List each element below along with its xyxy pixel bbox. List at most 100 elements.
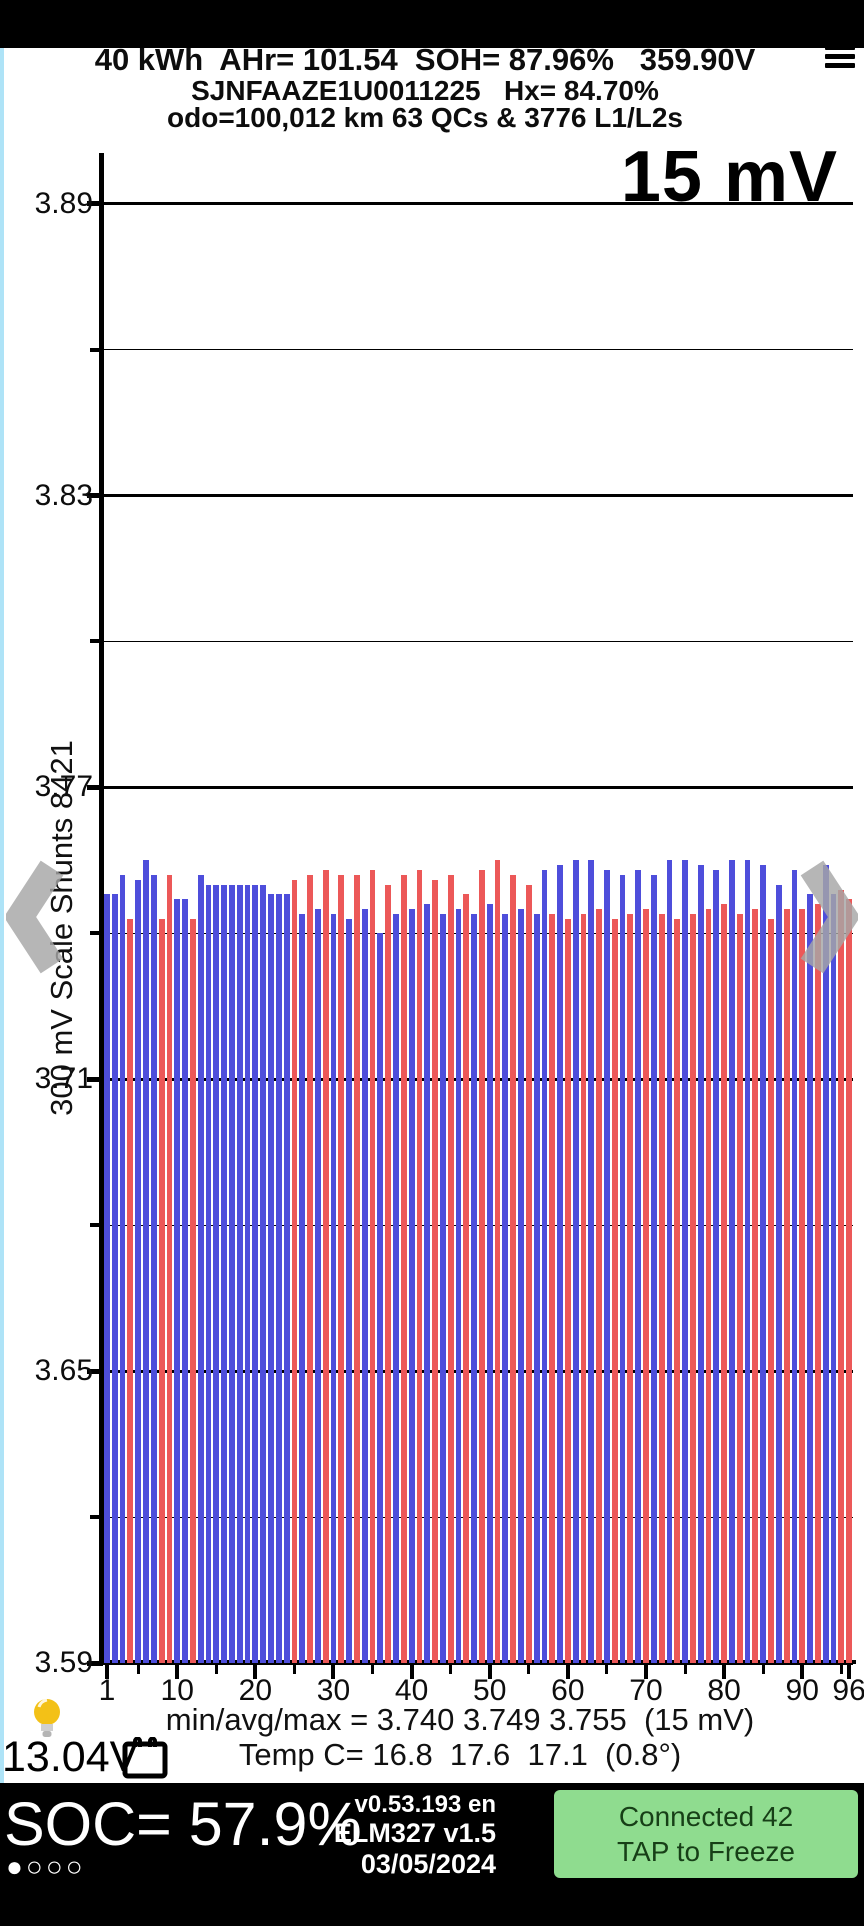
- x-tick-minor: [136, 1664, 140, 1674]
- connection-freeze-button[interactable]: Connected 42 TAP to Freeze: [554, 1790, 858, 1878]
- cell-bar-72: [658, 913, 665, 1663]
- cell-bar-95: [838, 889, 845, 1663]
- cell-bar-34: [361, 909, 368, 1663]
- cell-bar-69: [635, 870, 642, 1663]
- cell-bar-82: [736, 913, 743, 1663]
- cell-bar-48: [471, 913, 477, 1663]
- cell-bar-18: [236, 884, 243, 1663]
- adapter-version: ELM327 v1.5: [333, 1818, 496, 1849]
- cell-bar-4: [127, 918, 134, 1663]
- cell-bar-40: [408, 909, 415, 1663]
- cell-bar-50: [486, 904, 493, 1663]
- cell-bar-13: [197, 874, 204, 1663]
- y-gridline-major: [103, 1077, 853, 1081]
- y-tick: [87, 1368, 103, 1374]
- x-tick-minor: [449, 1664, 453, 1674]
- cell-bar-78: [705, 909, 712, 1663]
- cell-bar-39: [400, 874, 407, 1663]
- bottom-status-bar: SOC= 57.9% ●○○○ v0.53.193 en ELM327 v1.5…: [0, 1783, 864, 1926]
- x-tick-minor: [605, 1664, 609, 1674]
- cell-bar-1: [104, 894, 110, 1663]
- cell-bar-53: [510, 874, 517, 1663]
- y-gridline-minor: [103, 640, 853, 642]
- page-right-chevron-icon[interactable]: [800, 858, 858, 976]
- cell-bar-30: [330, 913, 337, 1663]
- x-tick-minor: [292, 1664, 296, 1674]
- x-tick-minor: [214, 1664, 218, 1674]
- cell-bar-96: [846, 899, 852, 1663]
- aux-battery-voltage: 13.04V: [2, 1733, 139, 1781]
- y-gridline-minor: [103, 1224, 853, 1226]
- y-gridline-major: [103, 1369, 853, 1373]
- y-gridline-major: [103, 202, 853, 206]
- lightbulb-icon[interactable]: [28, 1697, 66, 1741]
- cell-bar-43: [432, 879, 438, 1663]
- cell-bar-73: [666, 860, 673, 1663]
- cell-bar-38: [393, 913, 399, 1663]
- cell-bar-31: [338, 874, 345, 1663]
- cell-bar-17: [229, 884, 235, 1663]
- cell-bar-11: [182, 899, 188, 1663]
- cell-bar-33: [354, 874, 360, 1663]
- x-tick: [409, 1664, 414, 1679]
- plot-area[interactable]: 3.89 3.83 3.77 3.71 3.65 3.59 1 10 20 30 40 50 60 70 8…: [35, 155, 864, 1707]
- y-tick: [87, 784, 103, 790]
- y-tick-minor: [90, 1223, 103, 1228]
- cell-bar-75: [682, 860, 688, 1663]
- x-tick-label: 50: [473, 1674, 507, 1707]
- cell-bar-42: [424, 904, 431, 1663]
- y-gridline-minor: [103, 1516, 853, 1518]
- connection-status: Connected 42: [618, 1801, 794, 1832]
- cell-bar-49: [479, 870, 485, 1663]
- y-tick-label: 3.77: [34, 770, 93, 804]
- cell-bar-57: [541, 870, 548, 1663]
- cell-bar-59: [557, 865, 563, 1663]
- cell-bar-55: [525, 884, 532, 1663]
- x-tick-label: 80: [707, 1674, 741, 1707]
- cell-bar-9: [166, 874, 173, 1663]
- y-tick-label: 3.71: [34, 1062, 93, 1096]
- x-tick: [800, 1664, 805, 1679]
- hamburger-menu-icon[interactable]: [825, 45, 855, 72]
- status-bar: [0, 0, 864, 48]
- cell-bar-85: [760, 865, 767, 1663]
- calendar-icon[interactable]: [122, 1737, 168, 1779]
- odometer-line: odo=100,012 km 63 QCs & 3776 L1/L2s: [167, 102, 683, 133]
- soc-value: SOC= 57.9%: [4, 1790, 362, 1858]
- cell-bar-5: [135, 879, 142, 1663]
- cell-bar-27: [307, 874, 313, 1663]
- cell-bar-77: [697, 865, 704, 1663]
- cell-bar-81: [729, 860, 735, 1663]
- page-indicator-dots[interactable]: ●○○○: [6, 1851, 86, 1882]
- cell-bar-7: [150, 874, 157, 1663]
- x-tick-minor: [761, 1664, 765, 1674]
- cell-bar-24: [283, 894, 290, 1663]
- cell-bar-76: [689, 913, 696, 1663]
- cell-bar-89: [791, 870, 798, 1663]
- cell-bar-80: [721, 904, 727, 1663]
- x-tick-minor: [839, 1664, 843, 1674]
- y-gridline-major: [103, 785, 853, 789]
- cell-bar-44: [439, 913, 446, 1663]
- x-tick: [487, 1664, 492, 1679]
- cell-bar-29: [322, 870, 329, 1663]
- cell-bar-8: [158, 918, 165, 1663]
- x-tick: [565, 1664, 570, 1679]
- x-tick-label: 10: [160, 1674, 194, 1707]
- cell-bar-91: [807, 894, 813, 1663]
- cell-bar-56: [533, 913, 540, 1663]
- page-left-chevron-icon[interactable]: [6, 858, 64, 976]
- cell-bar-21: [260, 884, 267, 1663]
- cell-bar-41: [416, 870, 423, 1663]
- y-tick-label: 3.59: [34, 1646, 93, 1679]
- cell-bar-71: [650, 874, 657, 1663]
- y-tick-label: 3.89: [34, 186, 93, 220]
- y-gridline-major: [103, 1661, 853, 1665]
- cell-bar-90: [799, 909, 806, 1663]
- cell-bar-79: [713, 870, 720, 1663]
- cell-bar-6: [143, 860, 149, 1663]
- x-tick-label: 60: [551, 1674, 585, 1707]
- y-gridline-major: [103, 494, 853, 498]
- cell-bar-16: [221, 884, 227, 1663]
- cell-bar-46: [455, 909, 462, 1663]
